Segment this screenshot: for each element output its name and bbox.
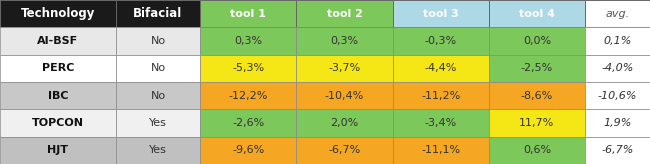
FancyBboxPatch shape (0, 82, 116, 109)
FancyBboxPatch shape (489, 55, 585, 82)
FancyBboxPatch shape (585, 55, 650, 82)
FancyBboxPatch shape (0, 0, 116, 27)
FancyBboxPatch shape (585, 27, 650, 55)
FancyBboxPatch shape (116, 82, 200, 109)
FancyBboxPatch shape (585, 109, 650, 137)
Text: tool 1: tool 1 (230, 9, 266, 19)
Text: AI-BSF: AI-BSF (37, 36, 79, 46)
FancyBboxPatch shape (393, 27, 489, 55)
Text: -2,6%: -2,6% (232, 118, 265, 128)
Text: No: No (150, 36, 166, 46)
Text: No: No (150, 63, 166, 73)
FancyBboxPatch shape (296, 0, 393, 27)
Text: -10,6%: -10,6% (598, 91, 637, 101)
FancyBboxPatch shape (296, 27, 393, 55)
Text: 0,0%: 0,0% (523, 36, 551, 46)
FancyBboxPatch shape (393, 55, 489, 82)
Text: -5,3%: -5,3% (232, 63, 265, 73)
FancyBboxPatch shape (393, 109, 489, 137)
Text: TOPCON: TOPCON (32, 118, 84, 128)
FancyBboxPatch shape (0, 137, 116, 164)
FancyBboxPatch shape (393, 0, 489, 27)
FancyBboxPatch shape (585, 0, 650, 27)
FancyBboxPatch shape (585, 82, 650, 109)
Text: -6,7%: -6,7% (328, 145, 361, 155)
FancyBboxPatch shape (116, 55, 200, 82)
FancyBboxPatch shape (0, 109, 116, 137)
Text: Yes: Yes (149, 145, 167, 155)
Text: -6,7%: -6,7% (601, 145, 634, 155)
FancyBboxPatch shape (116, 137, 200, 164)
Text: 11,7%: 11,7% (519, 118, 554, 128)
FancyBboxPatch shape (585, 137, 650, 164)
Text: -11,1%: -11,1% (421, 145, 460, 155)
Text: 1,9%: 1,9% (603, 118, 632, 128)
Text: 0,3%: 0,3% (330, 36, 359, 46)
FancyBboxPatch shape (489, 137, 585, 164)
Text: -10,4%: -10,4% (325, 91, 364, 101)
FancyBboxPatch shape (116, 109, 200, 137)
FancyBboxPatch shape (489, 109, 585, 137)
FancyBboxPatch shape (489, 0, 585, 27)
Text: Yes: Yes (149, 118, 167, 128)
FancyBboxPatch shape (200, 27, 296, 55)
FancyBboxPatch shape (296, 55, 393, 82)
Text: IBC: IBC (47, 91, 68, 101)
FancyBboxPatch shape (0, 55, 116, 82)
Text: -4,0%: -4,0% (601, 63, 634, 73)
Text: avg.: avg. (605, 9, 630, 19)
FancyBboxPatch shape (296, 82, 393, 109)
Text: No: No (150, 91, 166, 101)
Text: -3,7%: -3,7% (328, 63, 361, 73)
FancyBboxPatch shape (489, 82, 585, 109)
Text: Technology: Technology (21, 7, 95, 20)
Text: tool 2: tool 2 (326, 9, 363, 19)
FancyBboxPatch shape (116, 27, 200, 55)
Text: Bifacial: Bifacial (133, 7, 183, 20)
Text: -3,4%: -3,4% (424, 118, 457, 128)
Text: -9,6%: -9,6% (232, 145, 265, 155)
Text: HJT: HJT (47, 145, 68, 155)
Text: 0,1%: 0,1% (603, 36, 632, 46)
FancyBboxPatch shape (200, 0, 296, 27)
FancyBboxPatch shape (489, 27, 585, 55)
Text: -2,5%: -2,5% (521, 63, 553, 73)
FancyBboxPatch shape (0, 27, 116, 55)
FancyBboxPatch shape (200, 82, 296, 109)
FancyBboxPatch shape (200, 137, 296, 164)
Text: 0,3%: 0,3% (234, 36, 263, 46)
Text: -12,2%: -12,2% (229, 91, 268, 101)
Text: tool 4: tool 4 (519, 9, 555, 19)
Text: -11,2%: -11,2% (421, 91, 460, 101)
FancyBboxPatch shape (200, 109, 296, 137)
FancyBboxPatch shape (393, 82, 489, 109)
Text: -8,6%: -8,6% (521, 91, 553, 101)
FancyBboxPatch shape (296, 109, 393, 137)
FancyBboxPatch shape (393, 137, 489, 164)
Text: -4,4%: -4,4% (424, 63, 457, 73)
Text: -0,3%: -0,3% (424, 36, 457, 46)
Text: PERC: PERC (42, 63, 74, 73)
Text: 2,0%: 2,0% (330, 118, 359, 128)
FancyBboxPatch shape (296, 137, 393, 164)
FancyBboxPatch shape (116, 0, 200, 27)
FancyBboxPatch shape (200, 55, 296, 82)
Text: tool 3: tool 3 (422, 9, 458, 19)
Text: 0,6%: 0,6% (523, 145, 551, 155)
